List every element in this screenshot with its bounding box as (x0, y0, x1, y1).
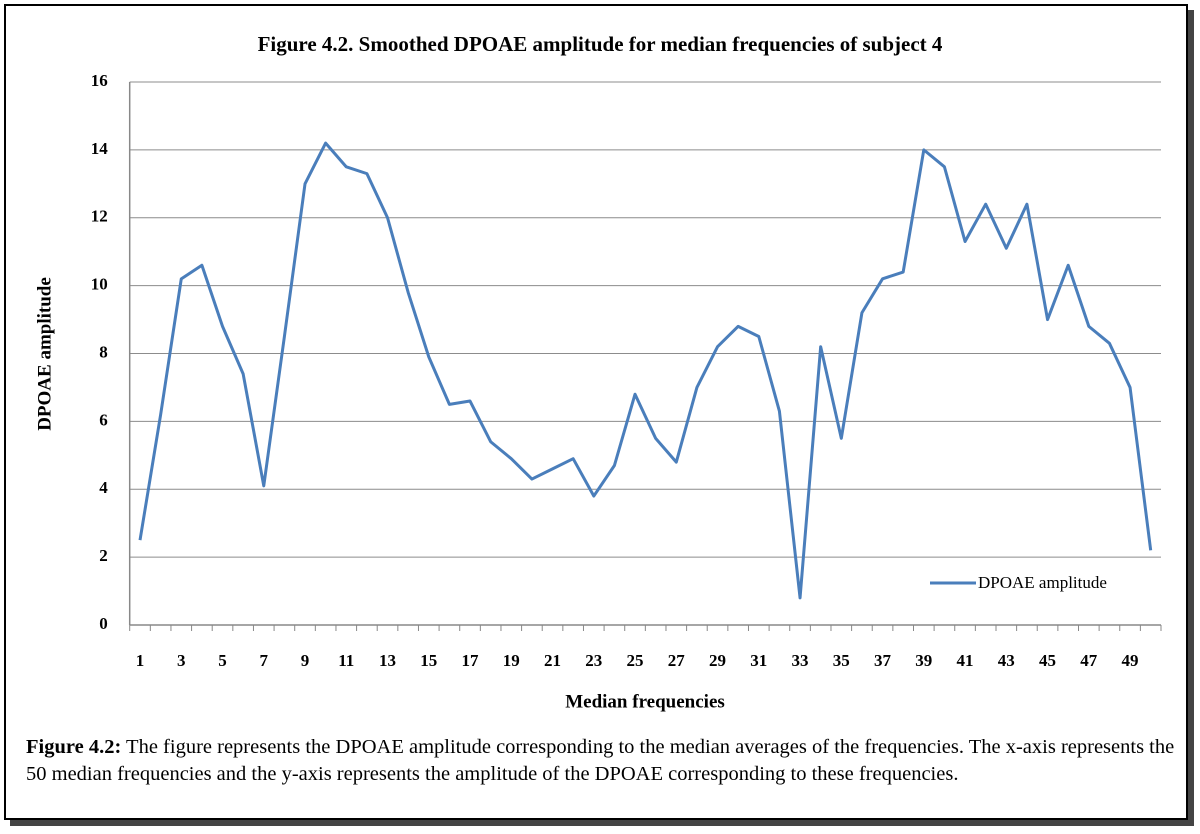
chart-title: Figure 4.2. Smoothed DPOAE amplitude for… (258, 32, 943, 56)
y-tick-label: 6 (99, 410, 108, 429)
x-tick-label: 23 (585, 651, 602, 670)
x-tick-label: 25 (627, 651, 644, 670)
x-tick-label: 1 (136, 651, 145, 670)
x-tick-label: 35 (833, 651, 850, 670)
x-tick-label: 43 (998, 651, 1015, 670)
y-axis-label: DPOAE amplitude (34, 277, 55, 431)
x-tick-label: 29 (709, 651, 726, 670)
x-axis-label: Median frequencies (565, 691, 725, 712)
x-tick-label: 13 (379, 651, 396, 670)
x-tick-label: 33 (792, 651, 809, 670)
y-tick-label: 16 (91, 71, 108, 90)
x-tick-label: 21 (544, 651, 561, 670)
caption: Figure 4.2: The figure represents the DP… (26, 734, 1176, 788)
x-tick-label: 37 (874, 651, 892, 670)
data-line (138, 141, 1153, 600)
x-tick-label: 9 (301, 651, 310, 670)
x-tick-label: 7 (260, 651, 269, 670)
y-tick-label: 4 (99, 478, 108, 497)
caption-text: The figure represents the DPOAE amplitud… (26, 736, 1175, 785)
x-tick-label: 3 (177, 651, 186, 670)
x-tick-label: 41 (957, 651, 974, 670)
x-tick-label: 19 (503, 651, 520, 670)
x-tick-label: 11 (338, 651, 354, 670)
x-tick-label: 17 (462, 651, 480, 670)
x-tick-label: 31 (750, 651, 767, 670)
y-tick-label: 8 (99, 342, 108, 361)
x-tick-label: 45 (1039, 651, 1056, 670)
y-tick-label: 0 (99, 614, 108, 633)
x-tick-label: 49 (1122, 651, 1139, 670)
y-tick-label: 14 (91, 139, 109, 158)
y-tick-label: 2 (99, 546, 108, 565)
x-tick-label: 27 (668, 651, 686, 670)
y-tick-label: 12 (91, 207, 108, 226)
x-tick-label: 47 (1080, 651, 1098, 670)
figure-frame (4, 4, 1188, 820)
legend-label: DPOAE amplitude (978, 573, 1107, 592)
x-tick-label: 5 (218, 651, 227, 670)
y-tick-label: 10 (91, 275, 108, 294)
x-tick-label: 15 (420, 651, 437, 670)
x-tick-label: 39 (915, 651, 932, 670)
caption-label: Figure 4.2: (26, 736, 122, 758)
